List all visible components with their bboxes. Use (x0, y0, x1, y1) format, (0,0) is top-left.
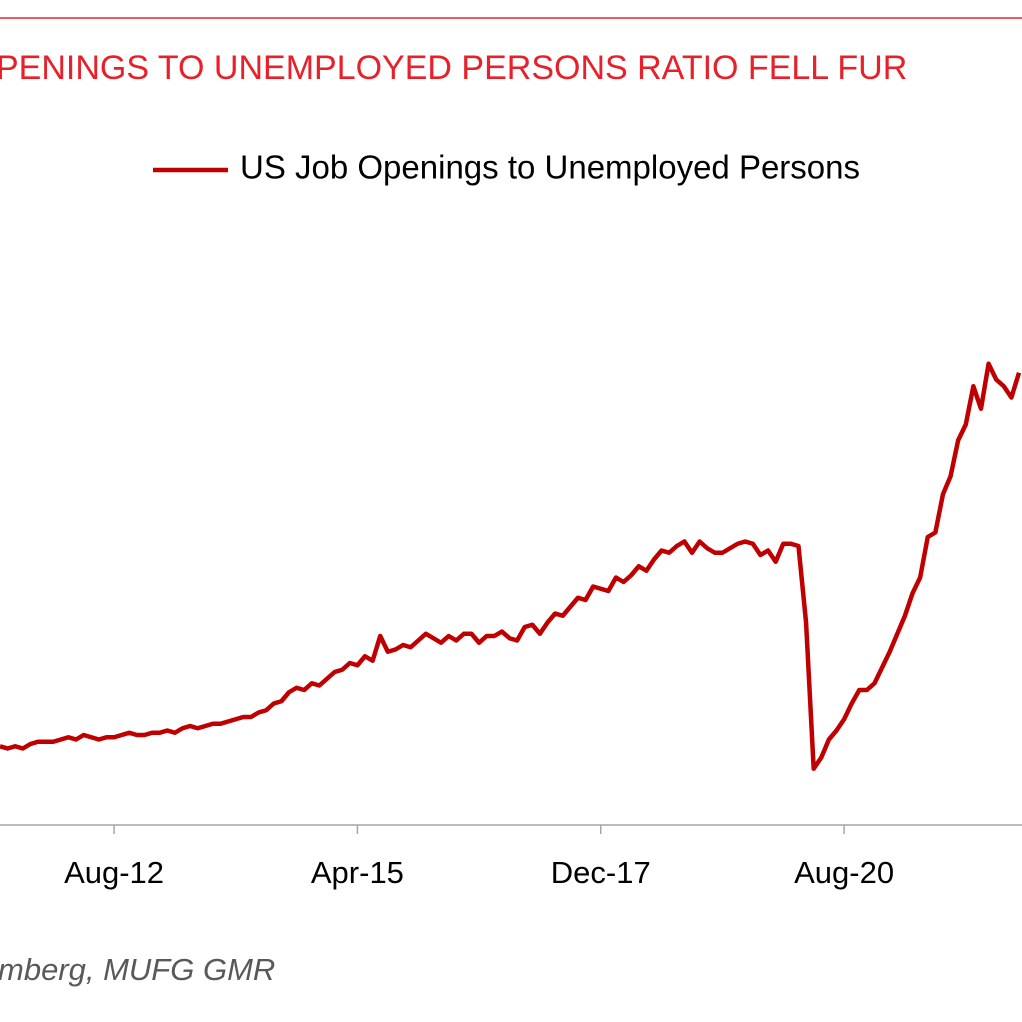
chart-title: PENINGS TO UNEMPLOYED PERSONS RATIO FELL… (0, 49, 907, 87)
series-line (0, 361, 1022, 771)
x-tick-label: Dec-17 (551, 855, 651, 890)
x-tick-label: Aug-20 (794, 855, 894, 890)
source: mberg, MUFG GMR (0, 952, 275, 987)
x-tick-label: Aug-12 (64, 855, 164, 890)
x-tick-label: Apr-15 (311, 855, 404, 890)
legend-label: US Job Openings to Unemployed Persons (240, 149, 860, 186)
